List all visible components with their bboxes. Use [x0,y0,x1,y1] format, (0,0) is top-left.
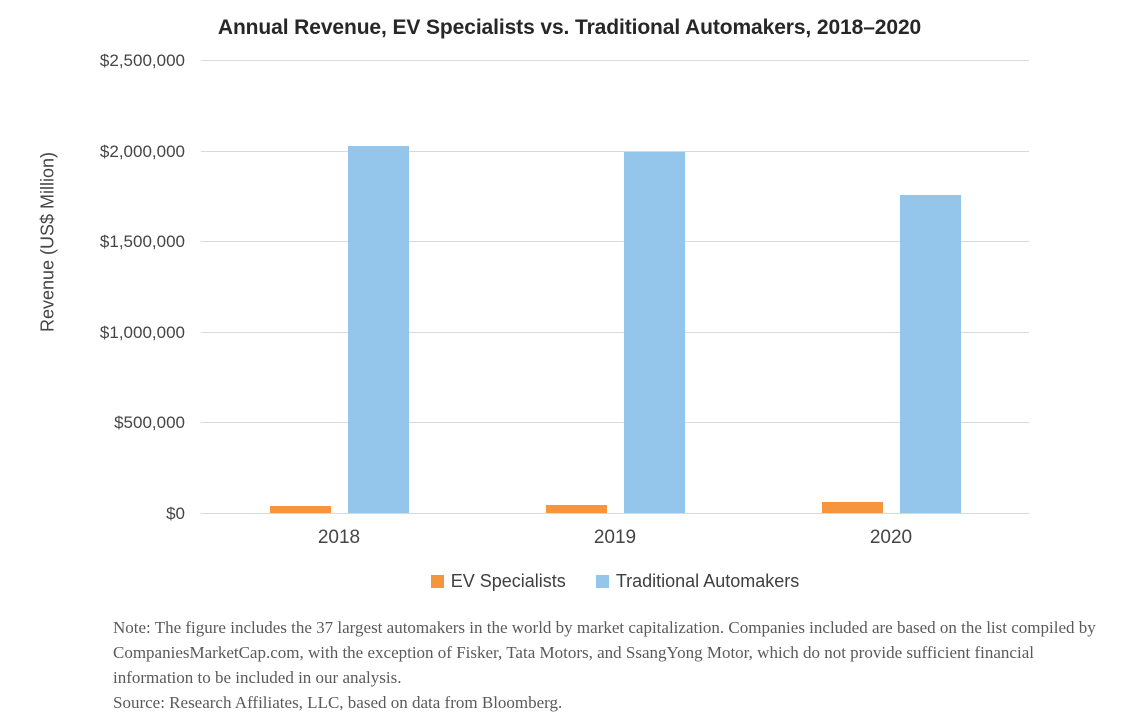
y-gridline-2500000 [201,60,1029,61]
note-block: Note: The figure includes the 37 largest… [113,615,1096,715]
x-tick-label-2020: 2020 [869,527,913,548]
x-tick-label-2019: 2019 [593,527,637,548]
y-gridline-0 [201,513,1029,514]
bar-traditional-automakers-2018 [348,146,409,513]
legend-item-ev-specialists: EV Specialists [430,571,566,592]
y-gridline-1500000 [201,241,1029,242]
y-tick-label-500000: $500,000 [114,413,185,432]
bar-ev-specialists-2020 [822,502,883,513]
legend-label-ev-specialists: EV Specialists [450,571,566,591]
legend: EV Specialists Traditional Automakers [201,571,1029,592]
y-tick-label-0: $0 [166,504,185,523]
legend-item-traditional-automakers: Traditional Automakers [595,571,800,592]
legend-swatch-icon [595,575,609,588]
bar-ev-specialists-2019 [546,505,607,513]
y-tick-label-1500000: $1,500,000 [99,232,185,251]
y-gridline-500000 [201,422,1029,423]
bar-ev-specialists-2018 [270,506,331,513]
source-line: Source: Research Affiliates, LLC, based … [113,693,563,712]
chart-title: Annual Revenue, EV Specialists vs. Tradi… [217,16,922,39]
note-line-1: Note: The figure includes the 37 largest… [113,618,1096,637]
legend-label-traditional-automakers: Traditional Automakers [615,571,800,591]
note-line-2: CompaniesMarketCap.com, with the excepti… [113,643,1034,662]
bar-traditional-automakers-2019 [624,152,685,513]
y-gridline-2000000 [201,151,1029,152]
x-tick-label-2018: 2018 [317,527,361,548]
plot-area: $0 $500,000 $1,000,000 $1,500,000 $2,000,000… [100,51,1029,548]
legend-swatch-icon [430,575,444,588]
note-line-3: information to be included in our analys… [113,668,402,687]
y-tick-label-2500000: $2,500,000 [99,51,185,70]
bar-traditional-automakers-2020 [900,195,961,513]
y-gridline-1000000 [201,332,1029,333]
y-tick-label-1000000: $1,000,000 [99,323,185,342]
y-tick-label-2000000: $2,000,000 [99,142,185,161]
y-axis-title: Revenue (US$ Million) [37,151,58,333]
